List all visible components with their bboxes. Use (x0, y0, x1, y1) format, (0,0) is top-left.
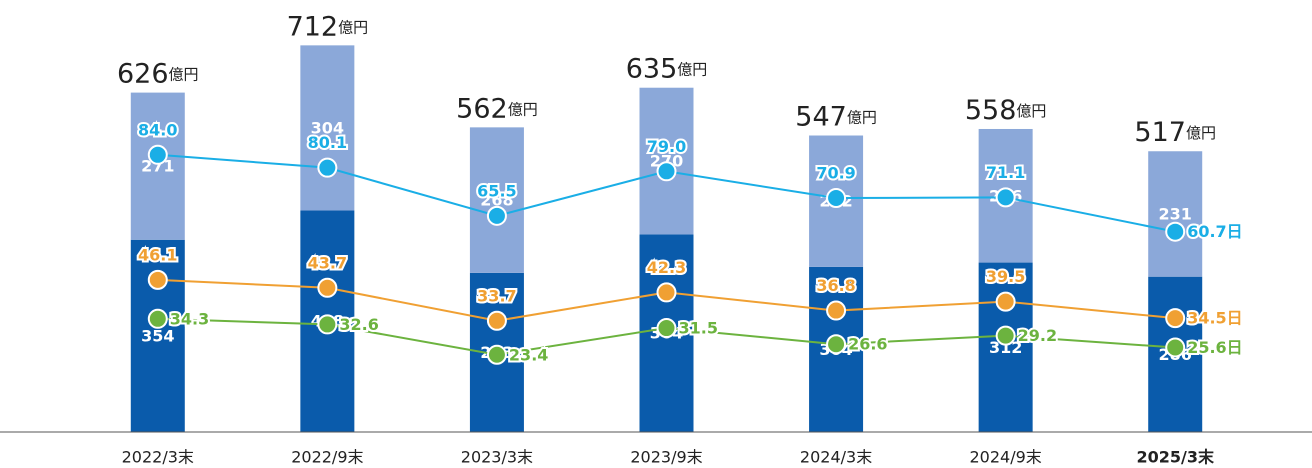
total-value: 712 (287, 11, 339, 42)
bar-segment (639, 87, 694, 235)
total-value: 626 (117, 58, 169, 89)
total-value: 558 (965, 94, 1017, 125)
total-label: 712億円 (287, 11, 369, 42)
line-marker (826, 334, 847, 355)
line-marker (1165, 308, 1186, 329)
line-marker (147, 144, 168, 165)
line-label: 46.1 (138, 245, 177, 264)
line-marker (486, 205, 507, 226)
line-label: 29.2 (1018, 326, 1057, 345)
total-unit: 億円 (169, 65, 199, 83)
x-tick-label: 2022/9末 (291, 448, 363, 467)
x-tick-label: 2022/3末 (122, 448, 194, 467)
line-label: 23.4 (509, 345, 548, 364)
total-unit: 億円 (338, 18, 368, 36)
total-label: 562億円 (456, 93, 538, 124)
total-unit: 億円 (1186, 124, 1216, 142)
line-label: 36.8 (816, 276, 855, 295)
line-marker (656, 282, 677, 303)
line-marker (317, 157, 338, 178)
line-marker (147, 308, 168, 329)
total-value: 547 (795, 101, 847, 132)
total-unit: 億円 (508, 100, 538, 118)
segment-label: 304 (311, 118, 344, 137)
line-marker (317, 314, 338, 335)
line-marker (1165, 337, 1186, 358)
segment-label: 271 (141, 157, 174, 176)
segment-label: 270 (650, 152, 683, 171)
line-marker (826, 300, 847, 321)
segment-label: 268 (480, 191, 513, 210)
line-label: 60.7日 (1187, 222, 1242, 241)
x-tick-label: 2023/9末 (630, 448, 702, 467)
line-marker (826, 188, 847, 209)
line-marker (995, 325, 1016, 346)
line-label: 34.3 (170, 309, 209, 328)
line-label: 70.9 (816, 164, 855, 183)
total-label: 517億円 (1134, 117, 1216, 148)
line-label: 33.7 (477, 286, 516, 305)
total-unit: 億円 (677, 60, 707, 78)
line-label: 42.3 (647, 258, 686, 277)
line-label: 43.7 (308, 253, 347, 272)
segment-label: 312 (989, 338, 1022, 357)
line-label: 26.6 (848, 335, 887, 354)
x-tick-label: 2025/3末 (1136, 448, 1215, 467)
bar-segment (469, 127, 524, 273)
segment-label: 354 (141, 326, 174, 345)
total-value: 517 (1134, 117, 1186, 148)
bar-segment (978, 262, 1033, 432)
line-marker (486, 310, 507, 331)
segment-label: 231 (1159, 204, 1192, 223)
line-label: 32.6 (339, 315, 378, 334)
line-marker (995, 187, 1016, 208)
x-tick-label: 2023/3末 (461, 448, 533, 467)
line-marker (1165, 221, 1186, 242)
bar-segment (300, 45, 355, 211)
line-label: 80.1 (308, 133, 347, 152)
x-tick-label: 2024/3末 (800, 448, 872, 467)
line-marker (656, 318, 677, 339)
total-value: 635 (626, 53, 678, 84)
line-label: 79.0 (647, 137, 686, 156)
line-marker (147, 269, 168, 290)
line-label: 39.5 (986, 267, 1025, 286)
total-label: 626億円 (117, 58, 199, 89)
line-label: 34.5日 (1187, 309, 1242, 328)
line-label: 71.1 (986, 163, 1025, 182)
line-marker (486, 344, 507, 365)
line-label: 31.5 (679, 319, 718, 338)
line-label: 25.6日 (1187, 338, 1242, 357)
bar-segment (1148, 151, 1203, 277)
total-label: 558億円 (965, 94, 1047, 125)
line-marker (995, 291, 1016, 312)
total-unit: 億円 (1016, 101, 1046, 119)
line-label: 65.5 (477, 181, 516, 200)
total-label: 547億円 (795, 101, 877, 132)
bar-segment (130, 92, 185, 240)
total-value: 562 (456, 93, 508, 124)
line-marker (656, 161, 677, 182)
line-marker (317, 277, 338, 298)
line-label: 84.0 (138, 120, 177, 139)
total-unit: 億円 (847, 108, 877, 126)
x-tick-label: 2024/9末 (969, 448, 1041, 467)
total-label: 635億円 (626, 53, 708, 84)
